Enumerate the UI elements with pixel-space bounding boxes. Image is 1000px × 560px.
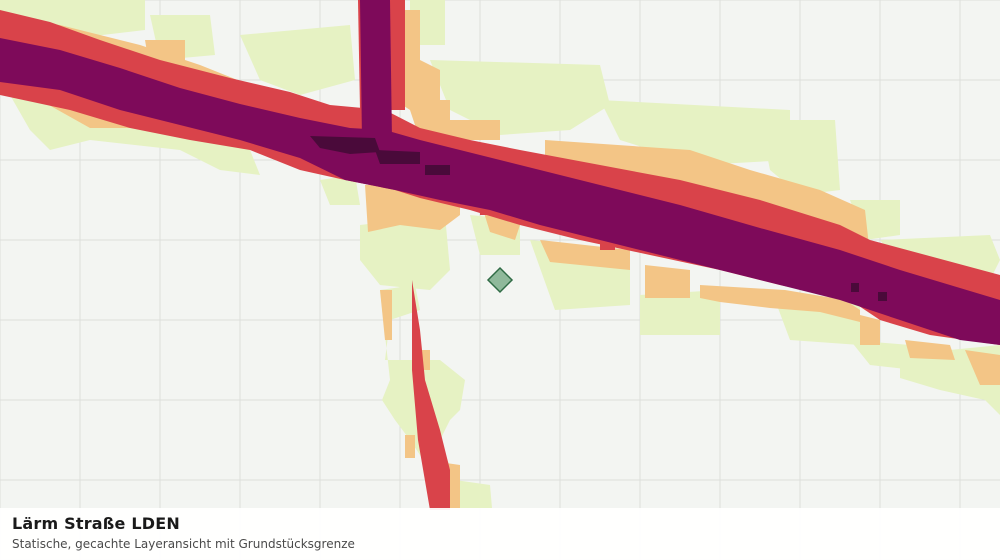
caption-subtitle: Statische, gecachte Layeransicht mit Gru… — [12, 537, 355, 551]
noise-zone-class-4 — [0, 0, 1000, 345]
caption-title: Lärm Straße LDEN — [12, 514, 180, 533]
parcel-boundary[interactable] — [486, 266, 514, 294]
map-caption: Lärm Straße LDEN Statische, gecachte Lay… — [0, 508, 1000, 560]
noise-zone-class-5 — [310, 136, 887, 301]
